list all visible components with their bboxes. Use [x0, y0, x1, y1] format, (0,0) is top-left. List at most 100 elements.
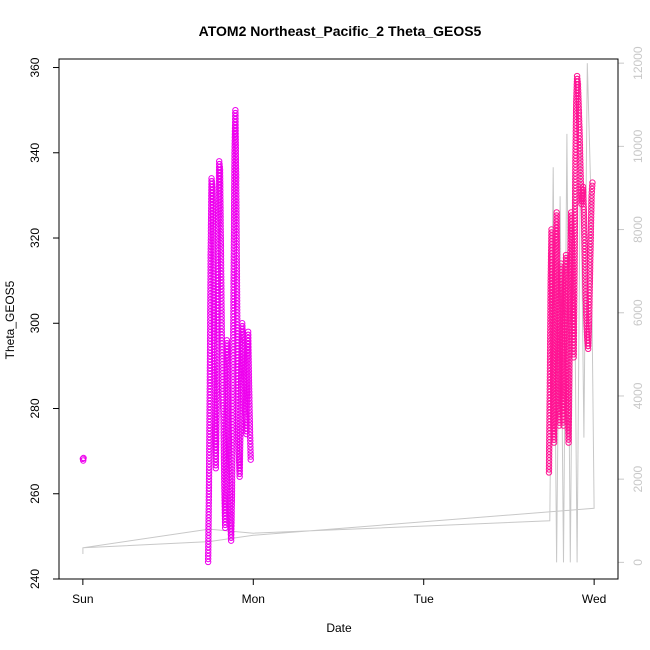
data-point [553, 242, 561, 249]
data-point [588, 185, 596, 193]
data-point [245, 346, 252, 354]
data-point [233, 183, 240, 191]
data-point [228, 469, 236, 476]
data-point [236, 470, 243, 477]
y2-tick-label: 8000 [631, 216, 645, 243]
y2-tick-label: 0 [631, 559, 645, 566]
data-point [571, 296, 578, 303]
data-point [218, 298, 225, 305]
data-point [218, 276, 225, 284]
data-point [217, 196, 224, 203]
data-point [233, 279, 241, 286]
y-tick-label: 300 [28, 313, 42, 333]
data-point [245, 331, 252, 338]
data-point [570, 341, 578, 349]
data-point [580, 215, 588, 222]
data-point [210, 345, 218, 353]
data-point [588, 207, 595, 214]
data-point [553, 239, 561, 246]
data-point [234, 348, 241, 356]
data-point [568, 230, 575, 238]
data-point [577, 172, 584, 180]
y-axis-label: Theta_GEOS5 [3, 280, 17, 359]
data-point [245, 361, 252, 369]
data-point [222, 489, 229, 496]
data-point [234, 378, 241, 386]
data-point [225, 434, 233, 441]
data-point [225, 431, 232, 438]
data-point [207, 305, 214, 312]
data-point [218, 313, 225, 320]
data-point [587, 222, 595, 230]
data-point [571, 278, 578, 285]
data-point [234, 372, 241, 380]
data-point [233, 294, 241, 301]
data-point [213, 402, 220, 409]
data-point [233, 180, 240, 188]
y-tick-label: 260 [28, 483, 42, 503]
data-point [565, 386, 573, 393]
data-point [571, 281, 578, 288]
data-point [580, 209, 588, 216]
data-point [587, 228, 595, 236]
data-point [229, 460, 236, 467]
data-point [571, 262, 578, 270]
data-point [230, 265, 237, 273]
data-point [230, 298, 237, 306]
data-point [222, 503, 229, 511]
data-point [587, 246, 594, 254]
data-point [233, 261, 241, 268]
data-point [234, 363, 241, 371]
data-point [553, 233, 561, 240]
data-point [570, 320, 578, 328]
data-point [206, 433, 213, 441]
data-point [217, 222, 224, 230]
data-point [229, 451, 236, 458]
data-point [570, 338, 578, 346]
data-point [212, 459, 220, 466]
data-point [214, 274, 222, 282]
data-point [545, 460, 553, 467]
data-point [233, 195, 240, 203]
data-point [210, 340, 218, 347]
data-point [217, 252, 225, 259]
data-point [207, 317, 214, 324]
data-point [233, 201, 240, 209]
data-point [581, 245, 588, 253]
data-point [245, 355, 252, 363]
data-point [217, 213, 224, 221]
data-point [213, 417, 220, 424]
data-point [553, 227, 561, 234]
data-point [230, 316, 237, 324]
data-point [233, 213, 240, 221]
data-point [565, 433, 572, 440]
data-point [206, 454, 213, 462]
data-point [205, 460, 213, 468]
data-point [245, 385, 253, 393]
data-point [217, 187, 224, 194]
data-point [233, 198, 240, 206]
data-point [565, 415, 573, 423]
data-point [233, 258, 241, 265]
data-point [217, 202, 224, 209]
data-point [205, 469, 213, 477]
data-point [206, 329, 214, 336]
data-point [580, 221, 588, 228]
data-point [234, 315, 241, 322]
data-point [550, 436, 558, 443]
data-point [545, 451, 553, 458]
data-point [570, 305, 578, 312]
data-point [210, 315, 218, 323]
data-point [233, 246, 240, 253]
data-point [212, 461, 220, 469]
data-point [209, 189, 216, 197]
data-point [217, 228, 224, 235]
data-point [205, 457, 213, 465]
data-point [246, 425, 254, 432]
data-point [570, 329, 578, 337]
data-point [581, 224, 588, 231]
data-point [229, 427, 236, 434]
data-point [217, 193, 224, 200]
data-point [212, 450, 220, 457]
data-point [207, 299, 214, 306]
